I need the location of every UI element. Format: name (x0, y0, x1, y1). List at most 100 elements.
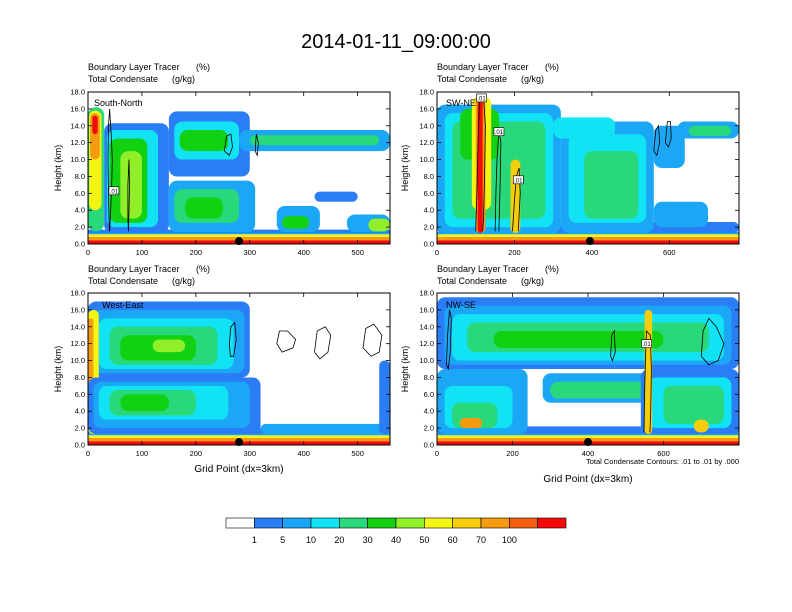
colorbar-label: 5 (280, 535, 285, 545)
panel-title-condensate-unit: (g/kg) (172, 276, 195, 286)
y-tick-label: 8.0 (424, 373, 434, 382)
y-tick-label: 10.0 (70, 356, 85, 365)
x-axis-ticks: 0 200 400 600 (435, 293, 670, 458)
x-tick-label: 0 (86, 449, 90, 458)
y-tick-label: 12.0 (70, 339, 85, 348)
x-tick-label: 400 (297, 248, 310, 257)
tracer-patch (459, 417, 483, 429)
x-tick-label: 0 (86, 248, 90, 257)
colorbar-label: 40 (391, 535, 401, 545)
y-tick-label: 18.0 (419, 289, 434, 298)
surface-band (88, 234, 390, 237)
condensate-contour (446, 309, 452, 371)
condensate-contour (610, 329, 616, 362)
y-axis-ticks: 0.0 2.0 4.0 6.0 8.0 10.0 12.0 14.0 16.0 18.0 (419, 289, 739, 450)
x-axis-ticks: 0 100 200 300 400 500 (86, 293, 364, 458)
colorbar-swatch (537, 517, 567, 529)
tracer-patch (584, 151, 639, 219)
condensate-contour (228, 321, 237, 357)
x-axis-label: Grid Point (dx=3km) (194, 464, 283, 475)
tracer-patch (249, 135, 380, 146)
colorbar-swatch (395, 517, 425, 529)
panel-title-condensate: Total Condensate (88, 74, 158, 84)
surface-band (437, 234, 739, 237)
figure-title: 2014-01-11_09:00:00 (301, 31, 491, 53)
y-tick-label: 6.0 (75, 390, 85, 399)
tracer-patch (653, 125, 685, 168)
y-tick-label: 12.0 (419, 138, 434, 147)
condensate-contour (700, 317, 725, 366)
colorbar-swatch (452, 517, 482, 529)
tracer-patch (120, 151, 142, 219)
y-tick-label: 12.0 (70, 138, 85, 147)
y-tick-label: 4.0 (424, 206, 434, 215)
tracer-patch (92, 115, 98, 135)
x-tick-label: 0 (435, 449, 439, 458)
y-tick-label: 4.0 (424, 407, 434, 416)
y-axis-label: Height (km) (400, 145, 410, 192)
colorbar-swatch (254, 517, 283, 529)
panel-title-condensate: Total Condensate (437, 276, 507, 286)
condensate-contour (127, 159, 130, 232)
y-tick-label: 6.0 (424, 390, 434, 399)
colorbar-label: 20 (334, 535, 344, 545)
heatmap-field (88, 92, 390, 244)
colorbar-label: 10 (306, 535, 316, 545)
tracer-patch (282, 216, 310, 229)
colorbar-label: 60 (448, 535, 458, 545)
heatmap-field (437, 293, 739, 445)
contour-label-box (476, 93, 487, 103)
panel-label: NW-SE (446, 300, 476, 310)
x-tick-label: 300 (244, 248, 257, 257)
panel-title-tracer: Boundary Layer Tracer (437, 264, 529, 274)
panel-title-tracer-unit: (%) (545, 264, 559, 274)
condensate-contour (314, 326, 332, 360)
panel-label: South-North (94, 98, 143, 108)
y-tick-label: 10.0 (419, 155, 434, 164)
panel-nw-se: Boundary Layer Tracer (%) Total Condensa… (400, 264, 740, 485)
x-axis-label: Grid Point (dx=3km) (543, 474, 632, 485)
x-tick-label: 600 (657, 449, 670, 458)
contour-info-note: Total Condensate Contours: .01 to .01 by… (586, 457, 739, 466)
colorbar-label: 30 (363, 535, 373, 545)
contour-label: .01 (477, 96, 486, 102)
panel-label: West-East (102, 300, 144, 310)
colorbar-swatch (310, 517, 340, 529)
x-tick-label: 500 (351, 449, 364, 458)
contour-label-box (493, 127, 505, 136)
x-tick-label: 200 (508, 248, 521, 257)
tracer-patch (693, 419, 709, 433)
y-tick-label: 8.0 (424, 172, 434, 181)
x-axis-ticks: 0 200 400 600 (435, 92, 676, 257)
y-tick-label: 0.0 (75, 441, 85, 450)
colorbar-label: 70 (476, 535, 486, 545)
y-tick-label: 2.0 (75, 223, 85, 232)
colorbar-swatch (339, 517, 368, 529)
location-marker (235, 438, 243, 447)
panel-title-tracer-unit: (%) (196, 62, 210, 72)
colorbar-swatch (225, 517, 255, 529)
tracer-patch (493, 331, 664, 348)
colorbar: 1 5 10 20 30 40 50 60 70 100 (225, 517, 567, 545)
x-tick-label: 200 (506, 449, 519, 458)
panel-title-condensate: Total Condensate (437, 74, 507, 84)
tracer-patch (553, 117, 616, 139)
y-tick-label: 12.0 (419, 339, 434, 348)
x-tick-label: 400 (586, 248, 599, 257)
contour-label-box (641, 339, 652, 348)
tracer-patch (368, 218, 390, 232)
y-axis-ticks: 0.0 2.0 4.0 6.0 8.0 10.0 12.0 14.0 16.0 18.0 (70, 88, 390, 249)
panel-title-condensate-unit: (g/kg) (172, 74, 195, 84)
panel-south-north: Boundary Layer Tracer (%) Total Condensa… (53, 62, 391, 257)
tracer-patch (653, 201, 709, 228)
y-tick-label: 4.0 (75, 407, 85, 416)
y-tick-label: 14.0 (70, 322, 85, 331)
y-tick-label: 0.0 (75, 240, 85, 249)
colorbar-swatch (367, 517, 397, 529)
contour-lines (228, 321, 383, 360)
tracer-patch (179, 130, 229, 152)
tracer-patch (379, 360, 390, 435)
contour-label: .01 (642, 342, 651, 348)
colorbar-swatch (509, 517, 538, 529)
